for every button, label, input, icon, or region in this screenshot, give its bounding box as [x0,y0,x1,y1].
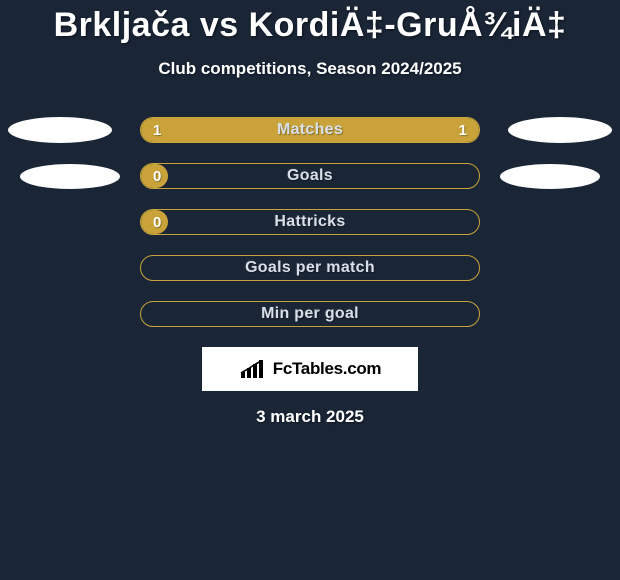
stat-bar: 0Hattricks [140,209,480,235]
stat-value-left: 0 [153,164,161,188]
stats-widget: Brkljača vs KordiÄ‡-GruÅ¾iÄ‡ Club compet… [0,0,620,580]
page-title: Brkljača vs KordiÄ‡-GruÅ¾iÄ‡ [54,6,567,45]
player-placeholder-left [8,117,112,143]
bars-icon [239,358,267,380]
stat-value-right: 1 [459,118,467,142]
stat-bar: 0Goals [140,163,480,189]
stats-rows: 11Matches0Goals0HattricksGoals per match… [0,117,620,327]
stat-row: Goals per match [0,255,620,281]
stat-row: 0Hattricks [0,209,620,235]
stat-bar: 11Matches [140,117,480,143]
stat-label: Min per goal [141,302,479,326]
page-subtitle: Club competitions, Season 2024/2025 [158,59,461,79]
stat-row: 11Matches [0,117,620,143]
player-placeholder-right [500,164,600,189]
stat-label: Goals [141,164,479,188]
stat-label: Goals per match [141,256,479,280]
player-placeholder-left [20,164,120,189]
player-placeholder-right [508,117,612,143]
bar-fill-right [310,118,479,142]
stat-bar: Goals per match [140,255,480,281]
stat-bar: Min per goal [140,301,480,327]
stat-value-left: 1 [153,118,161,142]
stat-row: Min per goal [0,301,620,327]
stat-row: 0Goals [0,163,620,189]
stat-label: Hattricks [141,210,479,234]
logo-text: FcTables.com [273,359,382,379]
date-text: 3 march 2025 [256,407,364,427]
bar-fill-left [141,118,310,142]
stat-value-left: 0 [153,210,161,234]
logo-box[interactable]: FcTables.com [202,347,418,391]
